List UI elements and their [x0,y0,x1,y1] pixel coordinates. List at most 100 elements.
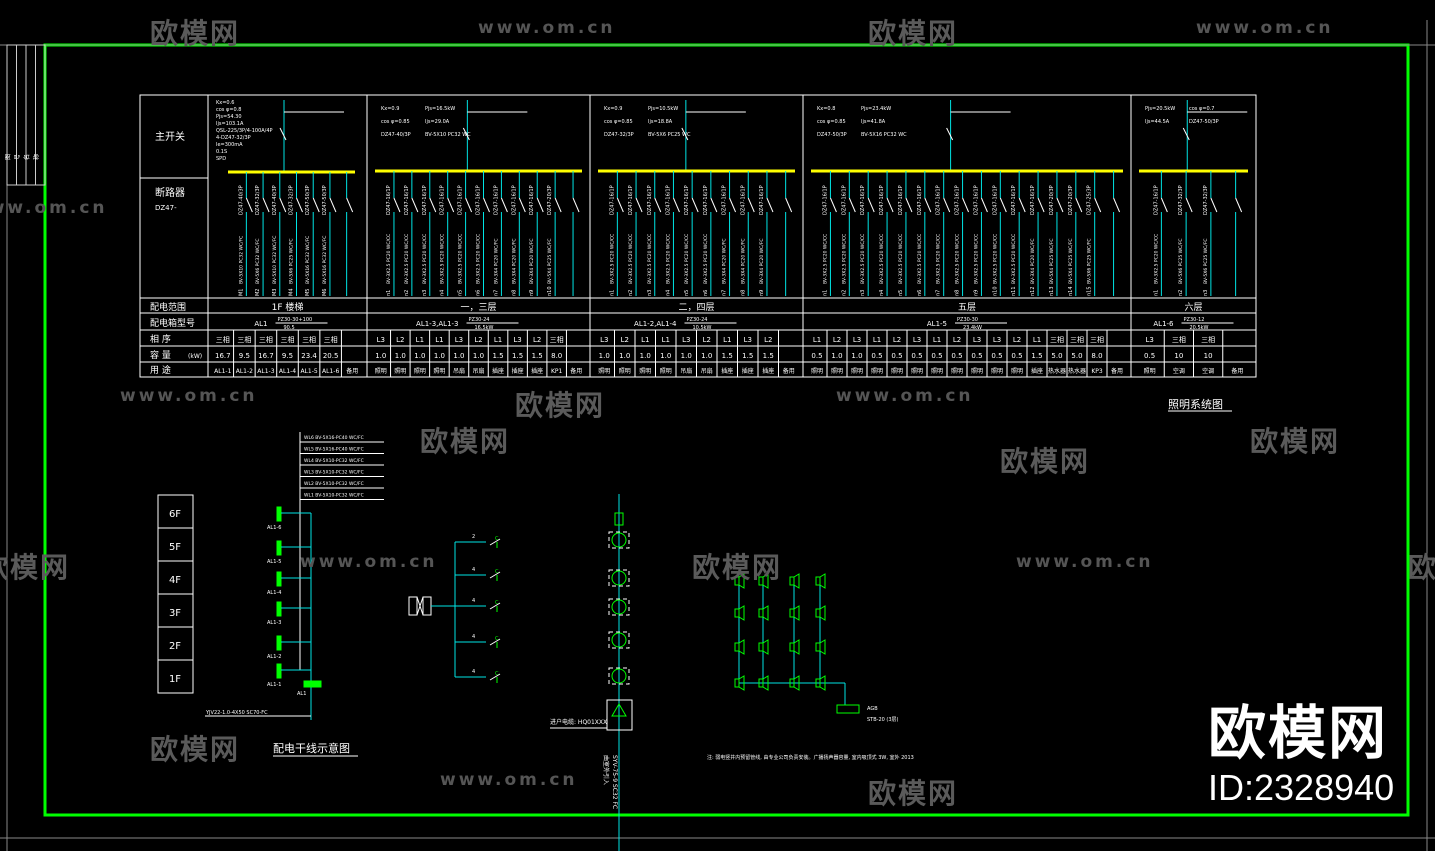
use-cell: 吊扇 [453,367,465,375]
amplifier-triangle-icon [611,703,627,717]
row-label-breaker: 断路器 [155,186,185,199]
phase-cell: L2 [703,336,711,344]
use-cell: AL1-5 [300,368,317,375]
main-switch-param: Pjs=16.5kW [425,106,455,112]
breaker-label: DZ47-20/3P [1049,185,1055,215]
box-label: AL1-1 [267,682,281,688]
group-box-model-frac: PZ30-30 [957,317,978,323]
circuit-label: n9 [529,290,535,296]
main-switch-contact [1182,127,1190,141]
splitter-label: 4 [472,598,475,604]
breaker-label: DZ47-16/1P [665,185,671,215]
speaker-icon [789,642,795,652]
watermark-logo: 欧模网 [868,17,959,50]
breaker-label: DZ47-16/1P [440,185,446,215]
branch-breaker-contact [1210,197,1218,213]
use-cell: 吊扇 [701,367,713,375]
phase-cell: L3 [600,336,608,344]
main-switch-param: cos φ=0.85 [381,119,410,125]
outlet-frame [608,531,630,549]
use-cell: 吊扇 [472,367,484,375]
watermark-url: www.om.cn [1016,552,1154,572]
branch-breaker-contact [1185,197,1193,213]
use-cell: 照明 [414,368,426,375]
use-cell: 插座 [762,367,774,375]
main-switch-contact [681,127,689,141]
branch-breaker-contact [411,197,419,213]
broadcast-box-label: AGB [867,706,878,712]
phase-cell: L2 [893,336,901,344]
tv-outlet-label: C [495,636,499,642]
phase-cell: L1 [662,336,670,344]
feeder-cable-label: WL5 BV-5X16-PC40 WC/FC [304,447,364,453]
capacity-cell: 1.0 [619,352,630,360]
watermark-logo: 欧模网 [692,551,783,584]
speaker-icon [789,576,795,586]
title-strip-text: 称 [33,154,41,160]
phase-cell: L1 [1033,336,1041,344]
title-strip-text: 图 [5,154,12,160]
main-switch-param: Pjs=23.4kW [861,106,891,112]
use-cell: 插座 [1031,367,1043,375]
breaker-label: DZ47-16/1P [386,185,392,215]
circuit-label: n1 [609,290,615,296]
tv-outlet-label: C [495,569,499,575]
use-cell: 照明 [598,368,610,375]
breaker-label: DZ47-16/1P [404,185,410,215]
main-switch-param: BV-5X10 PC32 WC [425,132,471,138]
capacity-cell: 1.5 [532,352,543,360]
phase-cell: 三相 [302,335,316,344]
group-box-model-sub: 90.5 [284,325,295,331]
group-range: 二，四层 [678,302,714,313]
breaker-label: DZ47-16/1P [703,185,709,215]
circuit-label: n6 [917,290,923,296]
circuit-label: n13 [1049,286,1055,296]
branch-breaker-contact [829,197,837,213]
group-range: 一，三层 [460,302,496,313]
main-switch-contact [946,127,954,141]
distribution-box [276,663,282,679]
circuit-label: M2 [255,289,261,297]
circuit-label: n3 [860,290,866,296]
circuit-label: n3 [647,290,653,296]
breaker-label: DZ47-16/1P [860,185,866,215]
breaker-label: DZ47-16/1P [879,185,885,215]
phase-cell: 三相 [1201,335,1215,344]
feeder-cable-label: WL1 BV-5X10-PC32 WC/FC [304,493,364,499]
capacity-cell: 5.0 [1071,352,1082,360]
circuit-label: n2 [841,290,847,296]
cable-label: BV-3X2.5 PC20 WC/CC [647,234,653,284]
cable-label: BV-3X4 PC20 WC/FC [1030,239,1036,284]
tv-outlet-label: C [495,536,499,542]
group-box-model-sub: 23.4kW [963,325,982,331]
outlet-symbol [611,532,627,548]
branch-breaker-contact [1235,197,1243,213]
use-cell: AL1-6 [322,368,339,375]
riser-diagram-title: 配电干线示意图 [273,741,350,755]
watermark-logo: 欧模网 [1000,445,1091,478]
main-switch-param: Ijs=44.5A [1145,119,1170,125]
capacity-cell: 1.5 [1031,352,1042,360]
cable-label: BV-3X2.5 PC20 WC/CC [386,234,392,284]
cable-label: BV-3X2.5 PC20 WC/CC [422,234,428,284]
branch-breaker-contact [710,197,718,213]
watermark-logo: 欧模网 [150,17,241,50]
group-box-model: AL1-6 [1153,320,1174,328]
main-switch-param: Kx=0.8 [817,106,835,112]
circuit-label: n5 [898,290,904,296]
branch-breaker-contact [999,197,1007,213]
feeder-cable-label: WL4 BV-5X10-PC32 WC/FC [304,458,364,464]
breaker-label: DZ47-16/1P [822,185,828,215]
cable-label: BV-5X4 PC25 WC/FC [1049,239,1055,284]
watermark-logo: 欧模网 [420,425,511,458]
main-distribution-box [303,680,322,688]
branch-breaker-contact [1018,197,1026,213]
branch-breaker-contact [465,197,473,213]
phase-cell: 三相 [550,335,564,344]
drawing-note: 注: 弱电竖井内预留管线, 由专业公司负责安装。广播扬声器容量, 室内吸顶式 3… [707,754,914,761]
main-switch-param: Kx=0.9 [381,106,399,112]
capacity-cell: 0.5 [891,352,902,360]
speaker-icon [734,642,740,652]
circuit-label: n12 [1030,286,1036,296]
